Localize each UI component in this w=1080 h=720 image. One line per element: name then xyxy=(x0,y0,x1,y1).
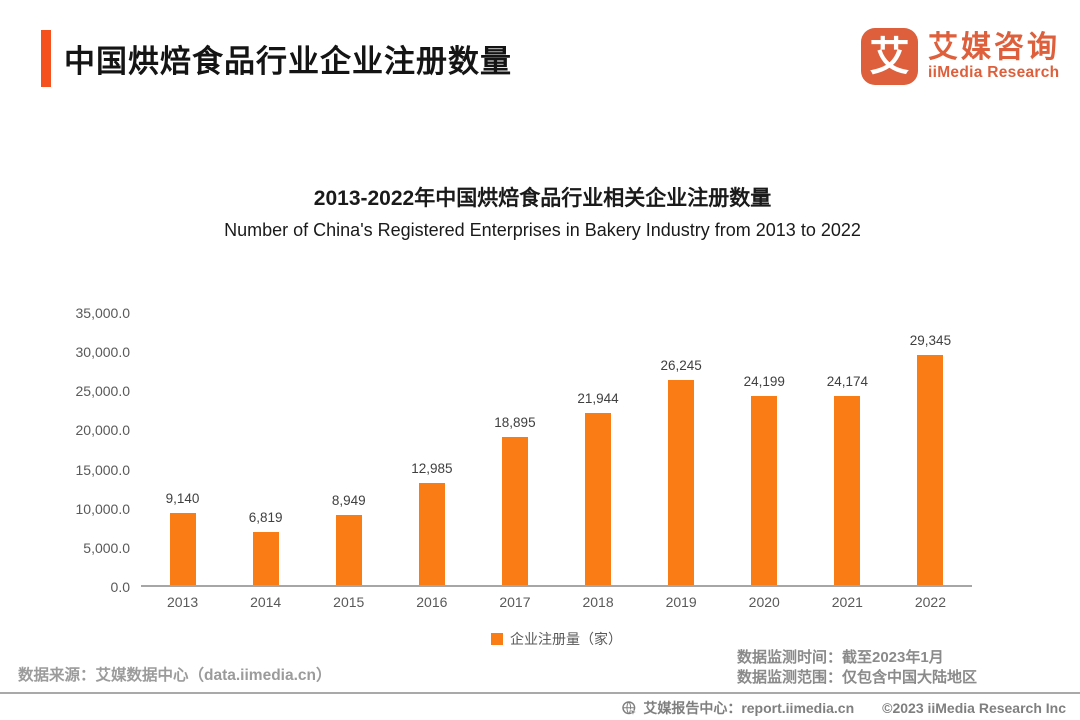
legend-swatch xyxy=(491,633,503,645)
bar-value-label: 26,245 xyxy=(660,358,702,373)
bar-group-2015: 8,949 2015 xyxy=(307,313,390,610)
bar xyxy=(668,380,695,585)
plot-area: 9,140 2013 6,819 2014 8,949 2015 12,985 2016 18,… xyxy=(141,313,972,610)
x-axis-label: 2015 xyxy=(333,594,365,610)
x-axis-label: 2020 xyxy=(748,594,780,610)
chart-legend: 企业注册量（家） xyxy=(141,629,972,650)
footer-copyright: ©2023 iiMedia Research Inc xyxy=(882,700,1066,716)
bar xyxy=(169,513,196,585)
bar xyxy=(585,413,612,585)
globe-cursor-icon xyxy=(621,700,638,717)
title-accent-bar xyxy=(41,30,51,87)
logo-brand-en: iiMedia Research xyxy=(928,64,1060,81)
bar-value-label: 21,944 xyxy=(577,391,619,406)
monitor-time-note: 数据监测时间：截至2023年1月 xyxy=(737,649,944,666)
footer-report-center: 艾媒报告中心：report.iimedia.cn xyxy=(621,698,854,718)
bar xyxy=(917,355,944,585)
bar-value-label: 24,174 xyxy=(826,374,868,389)
y-axis-tick-label: 35,000.0 xyxy=(75,305,131,321)
x-axis-label: 2017 xyxy=(499,594,531,610)
y-axis-tick-label: 25,000.0 xyxy=(75,383,131,400)
y-axis-tick-label: 10,000.0 xyxy=(75,500,131,517)
bar-value-label: 9,140 xyxy=(165,491,200,506)
legend-label: 企业注册量（家） xyxy=(510,631,622,647)
y-axis-tick-label: 30,000.0 xyxy=(75,344,131,361)
footer-bar: 艾媒报告中心：report.iimedia.cn ©2023 iiMedia R… xyxy=(0,692,1080,720)
bar xyxy=(252,532,279,585)
bar xyxy=(418,483,445,585)
y-axis-tick-label: 5,000.0 xyxy=(83,539,130,556)
x-axis-label: 2019 xyxy=(665,594,697,610)
bar-group-2014: 6,819 2014 xyxy=(224,313,307,610)
monitor-scope-note: 数据监测范围：仅包含中国大陆地区 xyxy=(737,669,978,686)
x-axis-label: 2022 xyxy=(914,594,947,610)
bar xyxy=(335,515,362,585)
y-axis-tick-label: 15,000.0 xyxy=(75,461,131,478)
page-title: 中国烘焙食品行业企业注册数量 xyxy=(64,44,512,79)
bar xyxy=(751,396,778,585)
bar-group-2020: 24,199 2020 xyxy=(723,313,806,610)
bar xyxy=(834,396,861,585)
x-axis-label: 2014 xyxy=(250,594,282,610)
bar-group-2018: 21,944 2018 xyxy=(557,313,640,610)
bar-group-2017: 18,895 2017 xyxy=(473,313,556,610)
data-source-note: 数据来源：艾媒数据中心（data.iimedia.cn） xyxy=(18,667,332,684)
bar-value-label: 24,199 xyxy=(743,374,785,389)
chart-title: 2013-2022年中国烘焙食品行业相关企业注册数量 xyxy=(313,187,772,210)
bar-group-2021: 24,174 2021 xyxy=(806,313,889,610)
x-axis-label: 2018 xyxy=(582,594,614,610)
x-axis-label: 2016 xyxy=(416,594,448,610)
chart-subtitle: Number of China's Registered Enterprises… xyxy=(224,220,861,240)
bar-group-2019: 26,245 2019 xyxy=(640,313,723,610)
bar xyxy=(501,437,528,585)
y-axis: 0.0 5,000.0 10,000.0 15,000.0 20,000.0 25,000… xyxy=(40,305,131,595)
bar-group-2016: 12,985 2016 xyxy=(390,313,473,610)
x-axis-label: 2021 xyxy=(831,594,863,610)
bar-value-label: 18,895 xyxy=(494,415,536,430)
bar-value-label: 6,819 xyxy=(248,510,283,525)
bar-value-label: 29,345 xyxy=(909,333,952,348)
bar-value-label: 8,949 xyxy=(331,493,366,508)
logo-text: 艾媒咨询 iiMedia Research xyxy=(928,31,1060,82)
bar-value-label: 12,985 xyxy=(411,461,453,476)
y-axis-tick-label: 0.0 xyxy=(110,579,130,595)
x-axis-label: 2013 xyxy=(166,594,199,610)
monitor-notes: 数据监测时间：截至2023年1月 数据监测范围：仅包含中国大陆地区 xyxy=(737,648,977,688)
bar-group-2022: 29,345 2022 xyxy=(889,313,972,610)
iimedia-logo-icon: 艾 xyxy=(861,28,918,85)
y-axis-tick-label: 20,000.0 xyxy=(75,422,131,439)
logo-brand-cn: 艾媒咨询 xyxy=(928,31,1060,64)
iimedia-logo: 艾 艾媒咨询 iiMedia Research xyxy=(861,28,1060,85)
bar-group-2013: 9,140 2013 xyxy=(141,313,224,610)
